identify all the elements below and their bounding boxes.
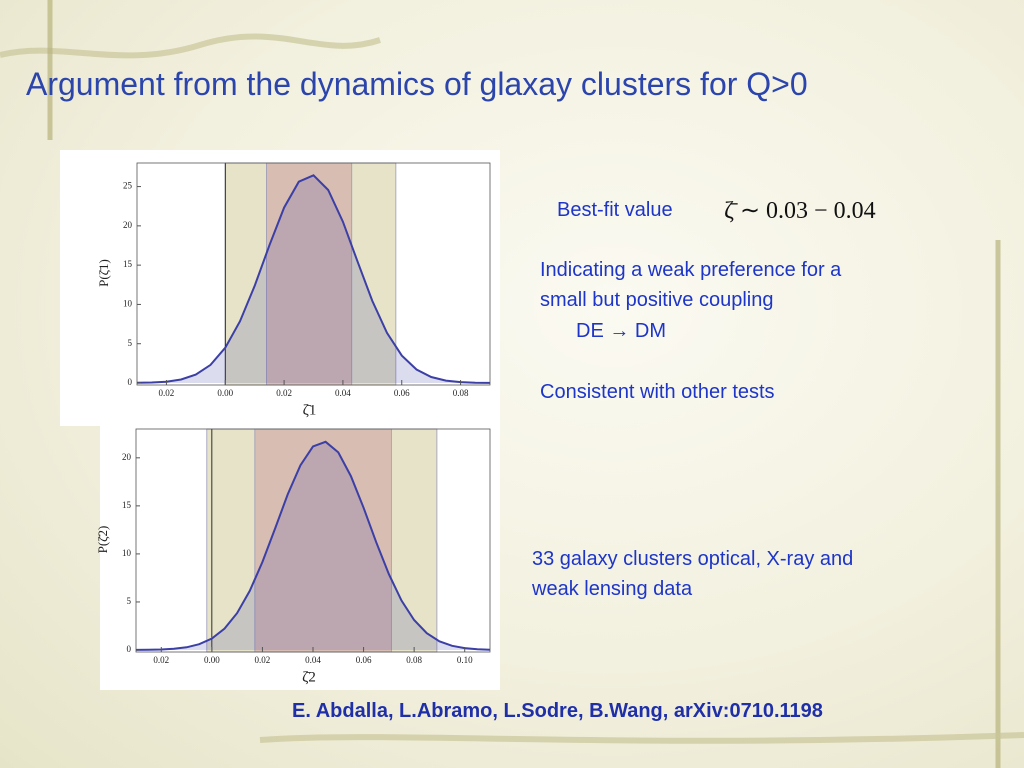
note: Indicating a weak preference for a: [540, 259, 842, 281]
note: Consistent with other tests: [540, 381, 775, 403]
y-tick-label: 5: [128, 338, 133, 348]
best-fit-label: Best-fit value: [557, 199, 673, 221]
data-note: weak lensing data: [532, 578, 693, 600]
x-tick-label: 0.00: [217, 388, 233, 398]
x-axis-label: ζ̄1: [303, 402, 317, 418]
y-tick-label: 5: [127, 596, 132, 606]
x-tick-label: 0.00: [204, 655, 220, 665]
curve: [136, 174, 491, 384]
x-tick-label: 0.02: [276, 388, 292, 398]
curve: [135, 440, 491, 651]
citation: E. Abdalla, L.Abramo, L.Sodre, B.Wang, a…: [292, 700, 823, 722]
y-axis-label: P(ζ̄2): [95, 526, 110, 554]
plot-frame: [136, 162, 491, 386]
y-tick-label: 15: [123, 259, 133, 269]
x-tick-label: 0.08: [406, 655, 422, 665]
x-tick-label: 0.10: [457, 655, 473, 665]
x-tick-label: 0.06: [356, 655, 372, 665]
y-tick-label: 15: [122, 500, 132, 510]
x-tick-label: 0.02: [159, 388, 175, 398]
best-fit-formula: ζ̄ ∼ 0.03 − 0.04: [724, 198, 876, 224]
curve-area: [137, 175, 490, 383]
title: Argument from the dynamics of glaxay clu…: [26, 66, 808, 102]
y-axis-label: P(ζ̄1): [96, 259, 111, 287]
x-tick-label: 0.02: [153, 655, 169, 665]
y-tick-label: 20: [123, 220, 133, 230]
x-tick-label: 0.08: [453, 388, 469, 398]
y-tick-label: 20: [122, 452, 132, 462]
y-tick-label: 0: [128, 377, 133, 387]
y-tick-label: 0: [127, 644, 132, 654]
note: small but positive coupling: [540, 289, 774, 311]
x-tick-label: 0.04: [335, 388, 351, 398]
x-axis-label: ζ̄2: [302, 669, 316, 685]
data-note: 33 galaxy clusters optical, X-ray and: [532, 548, 854, 570]
y-tick-label: 25: [123, 181, 133, 191]
x-tick-label: 0.04: [305, 655, 321, 665]
curve-area: [136, 441, 490, 650]
x-tick-label: 0.02: [255, 655, 271, 665]
y-tick-label: 10: [122, 548, 132, 558]
x-tick-label: 0.06: [394, 388, 410, 398]
confidence-band: [266, 162, 353, 386]
note: DE → DM: [576, 320, 666, 342]
y-tick-label: 10: [123, 298, 133, 308]
